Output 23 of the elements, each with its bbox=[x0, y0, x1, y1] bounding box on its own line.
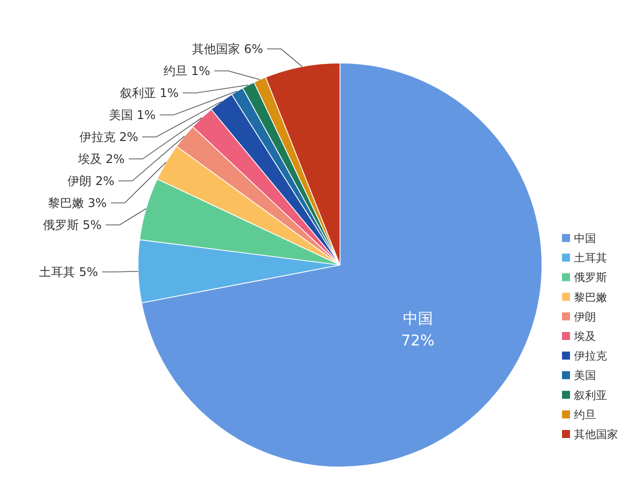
category-label: 叙利亚 1% bbox=[120, 86, 179, 100]
legend-label: 其他国家 bbox=[574, 428, 618, 441]
legend-label: 土耳其 bbox=[574, 252, 607, 265]
legend-label: 伊朗 bbox=[574, 310, 596, 324]
legend-label: 约旦 bbox=[574, 408, 596, 422]
data-label: 72% bbox=[401, 331, 434, 350]
legend-label: 俄罗斯 bbox=[574, 271, 607, 284]
category-label: 伊拉克 2% bbox=[79, 130, 138, 144]
category-label: 土耳其 5% bbox=[39, 264, 98, 279]
category-label: 约旦 1% bbox=[163, 64, 210, 78]
category-label: 其他国家 6% bbox=[192, 42, 264, 56]
slice-label: 中国 bbox=[402, 309, 433, 328]
legend-label: 中国 bbox=[574, 232, 596, 245]
category-label: 俄罗斯 5% bbox=[42, 218, 102, 232]
category-label: 埃及 2% bbox=[78, 152, 125, 166]
category-label: 美国 1% bbox=[108, 108, 156, 122]
legend-label: 美国 bbox=[574, 369, 596, 382]
legend-label: 伊拉克 bbox=[574, 350, 607, 363]
legend-label: 埃及 bbox=[573, 330, 596, 343]
category-label: 黎巴嫩 3% bbox=[48, 196, 107, 210]
legend-label: 叙利亚 bbox=[574, 388, 607, 402]
legend-label: 黎巴嫩 bbox=[574, 290, 607, 304]
category-label: 伊朗 2% bbox=[68, 174, 114, 188]
